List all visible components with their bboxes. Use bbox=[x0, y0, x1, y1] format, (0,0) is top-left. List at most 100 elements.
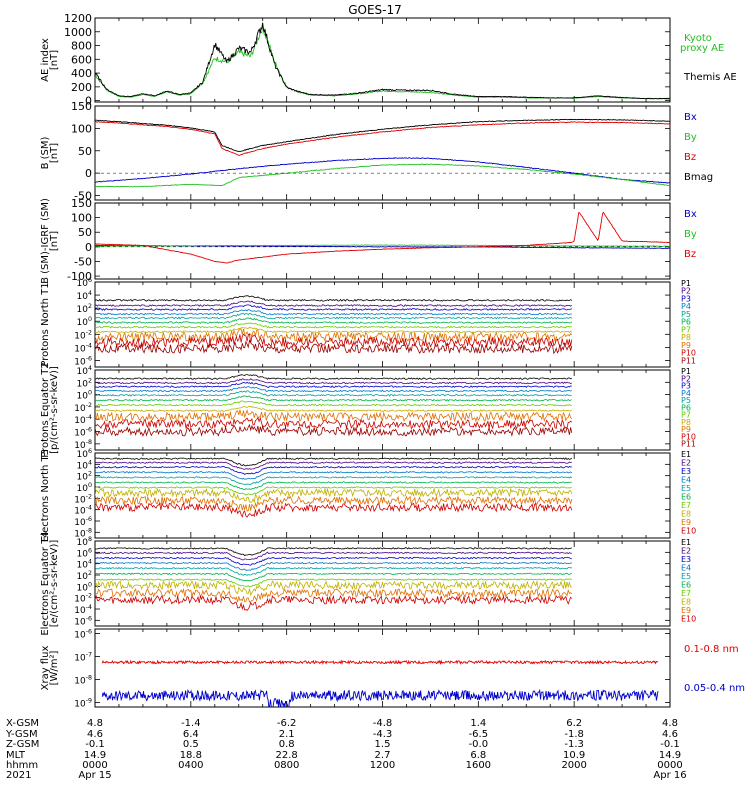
legend-entry: E3 bbox=[681, 555, 691, 564]
series-line-E1 bbox=[95, 457, 573, 467]
series-line-Bmag bbox=[95, 118, 670, 152]
legend-entry: P4 bbox=[681, 302, 691, 311]
legend-By: By bbox=[684, 229, 697, 240]
y-axis-label: Protons Equator T2 bbox=[40, 362, 51, 458]
y-tick-label: 10-8 bbox=[74, 674, 92, 686]
y-tick-label: 150 bbox=[71, 100, 92, 113]
series-line-P2 bbox=[95, 300, 573, 307]
x-row-label: 2021 bbox=[6, 770, 31, 781]
y-tick-label: 104 bbox=[77, 459, 92, 471]
x-tick-label: 2.7 bbox=[375, 750, 391, 761]
x-tick-label: -1.8 bbox=[564, 729, 584, 740]
series-line-Kyoto-proxy-AE bbox=[95, 22, 670, 100]
legend-Bx: Bx bbox=[684, 209, 697, 220]
legend-entry: P4 bbox=[681, 389, 691, 398]
y-tick-label: 10-4 bbox=[74, 604, 92, 616]
x-tick-label: Apr 16 bbox=[653, 770, 686, 781]
legend-entry: E10 bbox=[681, 615, 696, 624]
series-line-P7 bbox=[95, 322, 572, 329]
x-tick-label: 0.8 bbox=[279, 739, 295, 750]
x-tick-label: 18.8 bbox=[180, 750, 202, 761]
y-tick-label: 0 bbox=[85, 95, 92, 108]
x-tick-label: 0400 bbox=[178, 760, 203, 771]
legend-entry: P9 bbox=[681, 341, 691, 350]
series-line-E10 bbox=[95, 594, 573, 611]
x-tick-label: 2000 bbox=[561, 760, 586, 771]
y-tick-label: 10-4 bbox=[74, 505, 92, 517]
y-tick-label: -50 bbox=[74, 190, 92, 203]
figure-title: GOES-17 bbox=[348, 3, 402, 17]
legend-entry: P8 bbox=[681, 333, 691, 342]
legend-xray: 0.05-0.4 nm bbox=[684, 683, 745, 694]
y-tick-label: 10-6 bbox=[74, 427, 92, 439]
y-tick-label: 106 bbox=[77, 547, 92, 559]
x-tick-label: 1.5 bbox=[375, 739, 391, 750]
y-tick-label: 600 bbox=[71, 53, 92, 66]
y-tick-label: 106 bbox=[77, 277, 92, 289]
y-axis-label: AE index bbox=[40, 38, 51, 82]
legend-entry: P6 bbox=[681, 318, 691, 327]
legend-entry: E6 bbox=[681, 493, 691, 502]
y-tick-label: 50 bbox=[78, 145, 92, 158]
panel-frame bbox=[94, 281, 671, 368]
series-line-Themis-AE bbox=[95, 22, 670, 100]
y-tick-label: 102 bbox=[77, 471, 92, 483]
legend-entry: P2 bbox=[681, 374, 691, 383]
series-line-E8 bbox=[95, 487, 573, 504]
y-axis-label: Electrons Equator T4 bbox=[40, 531, 51, 635]
legend-entry: P3 bbox=[681, 382, 691, 391]
legend-entry: P6 bbox=[681, 403, 691, 412]
x-tick-label: 2.1 bbox=[279, 729, 295, 740]
x-tick-label: 1.4 bbox=[470, 718, 486, 729]
y-tick-label: 104 bbox=[77, 290, 92, 302]
y-axis-label: [W/m²] bbox=[49, 650, 60, 685]
series-line-E10 bbox=[95, 502, 573, 518]
legend-entry: E8 bbox=[681, 598, 691, 607]
series-line-E9 bbox=[95, 495, 573, 512]
y-tick-label: 0 bbox=[85, 167, 92, 180]
y-axis-label: [nT] bbox=[49, 50, 60, 70]
series-line-E2 bbox=[95, 551, 572, 561]
y-tick-label: 10-2 bbox=[74, 402, 92, 414]
y-tick-label: 400 bbox=[71, 67, 92, 80]
legend-kyoto: Kyoto bbox=[684, 33, 712, 44]
series-line-E9 bbox=[95, 587, 573, 603]
series-line-P6 bbox=[95, 395, 572, 402]
series-line-P5 bbox=[95, 390, 572, 397]
y-tick-label: 200 bbox=[71, 81, 92, 94]
y-tick-label: 10-2 bbox=[74, 329, 92, 341]
y-tick-label: 104 bbox=[77, 365, 92, 377]
legend-Bz: Bz bbox=[684, 249, 696, 260]
series-line-E1 bbox=[95, 547, 572, 557]
panel-xray: 10-6 10-7 10-8 10-9 Xray flux[W/m²] 0.1-0.8 n… bbox=[40, 628, 745, 709]
series-line-0.1-0.8 nm bbox=[101, 659, 659, 666]
x-tick-label: 4.6 bbox=[662, 729, 678, 740]
y-tick-label: 10-2 bbox=[74, 593, 92, 605]
y-tick-label: 10-4 bbox=[74, 342, 92, 354]
y-tick-label: 10-2 bbox=[74, 493, 92, 505]
x-tick-label: 6.4 bbox=[183, 729, 199, 740]
series-line-Bz bbox=[95, 211, 670, 264]
series-line-E3 bbox=[95, 556, 572, 566]
y-tick-label: 102 bbox=[77, 377, 92, 389]
y-tick-label: 150 bbox=[71, 197, 92, 210]
x-tick-label: -0.1 bbox=[660, 739, 680, 750]
series-line-E4 bbox=[95, 471, 573, 480]
series-line-E8 bbox=[95, 579, 572, 597]
panel-frame bbox=[94, 369, 671, 451]
series-line-E2 bbox=[95, 461, 572, 470]
y-tick-label: 100 bbox=[77, 482, 92, 494]
series-line-P8 bbox=[95, 405, 572, 412]
y-tick-label: 0 bbox=[85, 241, 92, 254]
y-axis-label: [e/(cm²-s-sr-keV)] bbox=[49, 540, 60, 628]
y-tick-label: -100 bbox=[67, 270, 92, 283]
y-tick-label: 108 bbox=[77, 536, 92, 548]
series-line-P10 bbox=[95, 333, 573, 348]
legend-entry: P11 bbox=[681, 356, 696, 365]
x-row-label: Y-GSM bbox=[5, 729, 38, 740]
y-tick-label: 10-6 bbox=[74, 516, 92, 528]
